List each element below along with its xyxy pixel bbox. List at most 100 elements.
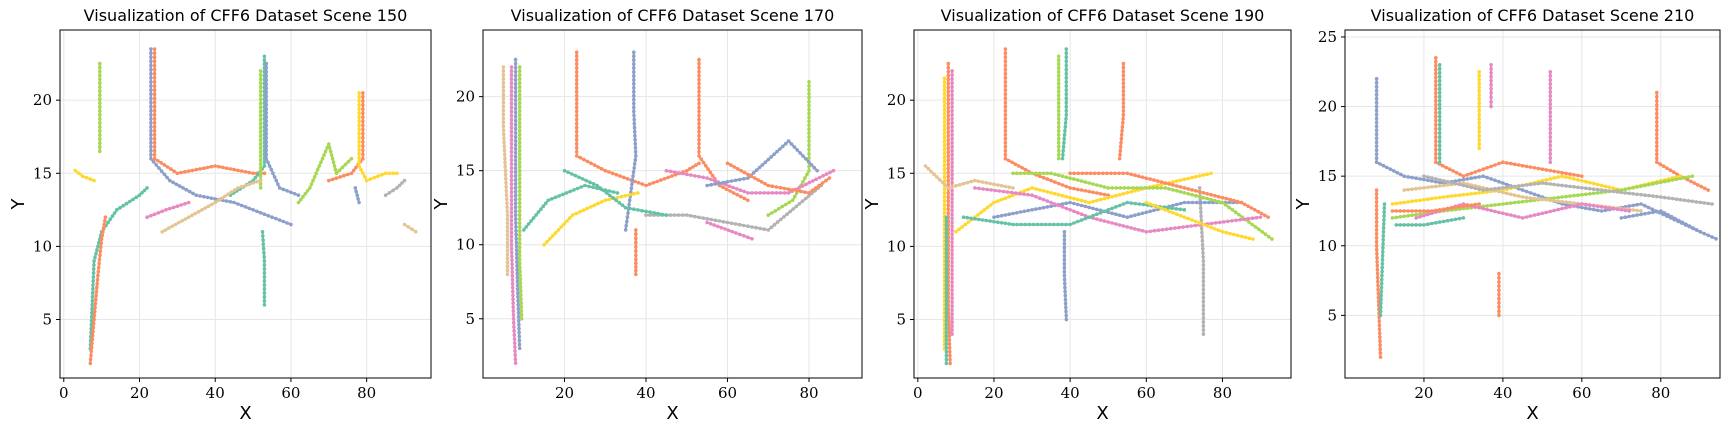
data-point xyxy=(946,110,951,114)
data-point xyxy=(599,200,604,204)
data-point xyxy=(88,357,93,362)
data-point xyxy=(1039,222,1044,227)
data-point xyxy=(1465,203,1470,208)
data-point xyxy=(966,220,971,224)
data-point xyxy=(517,168,522,173)
data-point xyxy=(1088,171,1093,176)
data-point xyxy=(236,186,240,190)
data-point xyxy=(1392,169,1396,173)
data-point xyxy=(1422,209,1426,213)
data-point xyxy=(1135,186,1139,190)
data-point xyxy=(1655,124,1659,128)
data-point xyxy=(1627,204,1631,208)
data-point xyxy=(91,283,95,287)
data-point xyxy=(262,212,267,216)
data-point xyxy=(330,177,335,182)
data-point xyxy=(944,314,949,319)
data-point xyxy=(1064,317,1069,322)
data-point xyxy=(1034,171,1038,176)
series-track-18 xyxy=(1390,202,1482,213)
data-point xyxy=(1205,172,1209,176)
data-point xyxy=(361,119,365,124)
data-point xyxy=(944,349,949,354)
data-point xyxy=(574,109,579,114)
data-point xyxy=(1434,179,1438,184)
data-point xyxy=(229,190,234,194)
data-point xyxy=(276,182,280,187)
data-point xyxy=(595,183,599,188)
data-point xyxy=(632,192,636,196)
data-point xyxy=(517,221,522,225)
data-point xyxy=(1706,233,1710,238)
data-point xyxy=(1477,146,1482,151)
data-point xyxy=(262,160,267,164)
data-point xyxy=(950,228,954,233)
data-point xyxy=(1469,192,1474,196)
data-point xyxy=(1201,222,1206,227)
data-point xyxy=(553,231,558,235)
data-point xyxy=(1548,98,1553,102)
data-point xyxy=(98,117,102,121)
data-point xyxy=(149,100,153,105)
data-point xyxy=(1083,204,1088,209)
series-track-4 xyxy=(152,47,267,176)
data-point xyxy=(517,129,522,133)
data-point xyxy=(735,167,740,171)
data-point xyxy=(1133,201,1138,206)
data-point xyxy=(791,207,795,211)
data-point xyxy=(944,279,949,283)
data-point xyxy=(414,229,418,234)
data-point xyxy=(228,200,233,204)
data-point xyxy=(517,330,521,335)
data-point xyxy=(353,186,358,190)
data-point xyxy=(1121,97,1126,101)
data-point xyxy=(697,73,701,78)
data-point xyxy=(322,153,326,157)
data-point xyxy=(1381,234,1386,238)
data-point xyxy=(217,164,221,169)
data-point xyxy=(1083,216,1088,221)
data-point xyxy=(329,153,334,157)
data-point xyxy=(503,172,508,177)
data-point xyxy=(797,186,801,190)
data-point xyxy=(502,152,507,157)
data-point xyxy=(149,80,153,84)
data-point xyxy=(1121,69,1126,74)
data-point xyxy=(519,293,523,297)
data-point xyxy=(1489,67,1493,71)
data-point xyxy=(323,149,328,154)
data-point xyxy=(503,156,507,161)
data-point xyxy=(1548,198,1553,203)
data-point xyxy=(361,91,365,95)
data-point xyxy=(94,251,98,256)
data-point xyxy=(1568,172,1572,176)
data-point xyxy=(1477,125,1481,130)
data-point xyxy=(614,172,619,177)
data-point xyxy=(572,188,576,192)
data-point xyxy=(950,121,954,125)
x-axis-label: X xyxy=(239,403,251,424)
data-point xyxy=(98,125,102,129)
data-point xyxy=(950,148,954,153)
data-point xyxy=(950,304,954,309)
data-point xyxy=(950,288,954,293)
data-point xyxy=(1375,251,1379,256)
data-point xyxy=(513,98,518,103)
data-point xyxy=(1171,180,1175,184)
data-point xyxy=(1064,63,1069,68)
data-point xyxy=(1696,183,1700,187)
data-point xyxy=(1041,189,1046,193)
data-point xyxy=(1599,209,1604,213)
data-point xyxy=(1064,313,1068,318)
data-point xyxy=(746,198,750,203)
data-point xyxy=(210,202,214,207)
data-point xyxy=(946,186,951,190)
y-tick-label: 20 xyxy=(887,91,906,109)
data-point xyxy=(1647,182,1651,187)
data-point xyxy=(783,202,788,207)
data-point xyxy=(524,225,528,229)
data-point xyxy=(570,172,574,176)
data-point xyxy=(1374,232,1379,236)
series-track-15 xyxy=(402,222,418,234)
data-point xyxy=(574,154,579,158)
